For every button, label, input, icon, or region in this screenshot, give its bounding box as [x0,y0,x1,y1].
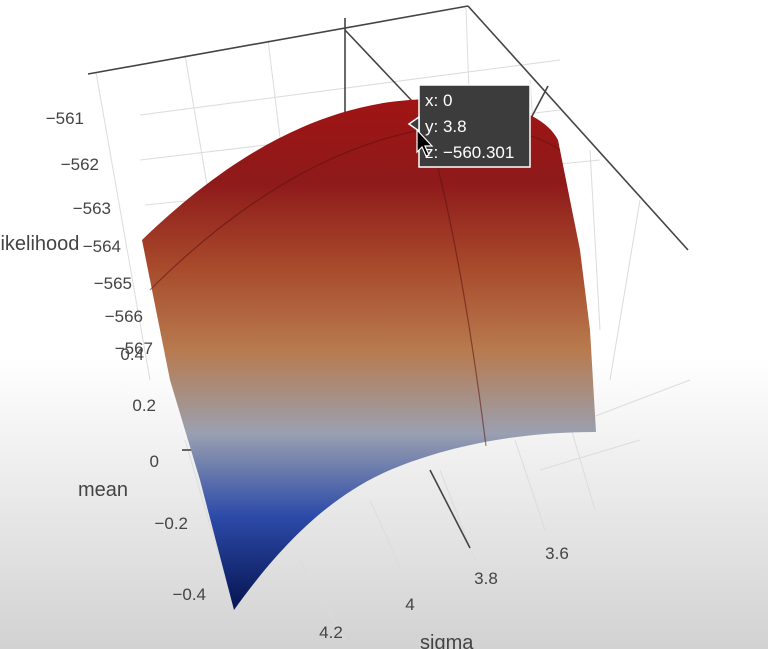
z-tick-label: −561 [46,109,84,128]
hover-tooltip: x: 0 y: 3.8 z: −560.301 [407,84,531,168]
grid-line [514,439,546,531]
z-tick-label: −564 [83,237,121,256]
frame-edge [87,5,469,75]
grid-line [609,199,641,381]
mean-tick-label: 0.4 [120,345,144,364]
z-axis-title: likelihood [0,233,79,255]
z-axis: −561 −562 −563 −564 −565 −566 −567 [46,109,153,358]
z-tick-label: −562 [61,155,99,174]
tooltip-box [418,84,531,168]
mean-axis: 0.4 0.2 0 −0.2 −0.4 [120,345,206,604]
grid-line [95,71,151,381]
mean-tick-label: −0.2 [154,514,188,533]
mean-tick-label: 0.2 [132,396,156,415]
z-tick-label: −563 [73,199,111,218]
sigma-tick-label: 3.8 [474,569,498,588]
sigma-axis: 3.6 3.8 4 4.2 [319,544,569,642]
sigma-axis-title: sigma [420,632,474,649]
tooltip-y: y: 3.8 [425,117,467,136]
sigma-tick-label: 4 [405,595,414,614]
grid-line [584,379,691,421]
z-tick-label: −567 [115,339,153,358]
likelihood-surface[interactable] [142,98,596,610]
mean-tick-label: 0 [150,452,159,471]
tooltip-z: z: −560.301 [425,143,514,162]
z-tick-label: −565 [94,274,132,293]
grid-line [539,439,641,471]
mouse-cursor-icon [416,128,434,157]
grid-line [589,149,601,331]
mean-axis-title: mean [78,479,128,501]
grid-line [369,499,411,591]
grid-line [569,424,596,511]
frame-edge [467,5,689,251]
mean-tick-label: −0.4 [172,585,206,604]
frame-edge [429,469,471,549]
grid-line [139,59,561,116]
tooltip-x: x: 0 [425,91,452,110]
grid-line [299,559,346,641]
frame-edge [529,85,549,121]
z-tick-label: −566 [105,307,143,326]
sigma-tick-label: 3.6 [545,544,569,563]
sigma-tick-label: 4.2 [319,623,343,642]
tooltip-pointer [407,115,420,133]
